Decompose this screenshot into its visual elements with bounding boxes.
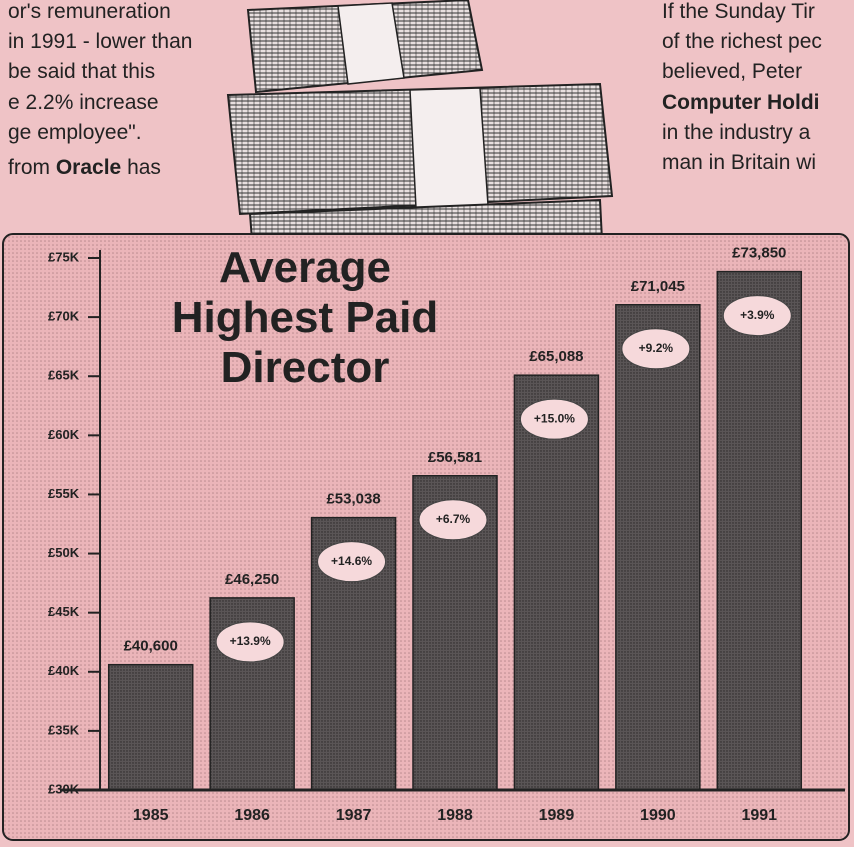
article-line: Computer Holdi [662, 91, 820, 114]
text-segment: has [121, 156, 161, 179]
value-label: £40,600 [124, 638, 178, 655]
article-text: or's remuneration in 1991 - lower than be … [8, 0, 822, 179]
text-segment: from [8, 156, 56, 179]
x-tick-label: 1985 [133, 807, 169, 824]
change-bubble [418, 499, 488, 541]
article-line: ge employee". [8, 121, 142, 144]
bar [615, 304, 701, 791]
x-tick-label: 1987 [336, 807, 372, 824]
bar [716, 270, 803, 791]
y-tick-label: £50K [48, 545, 80, 560]
bar [513, 374, 600, 791]
article-line: be said that this [8, 60, 155, 83]
y-tick-label: £70K [48, 309, 80, 324]
money-illustration [226, 0, 614, 241]
article-line: believed, Peter [662, 60, 802, 83]
change-label: +6.7% [436, 512, 471, 526]
article-line: in the industry a [662, 121, 811, 144]
change-bubble [519, 398, 589, 440]
chart-title: Average [219, 243, 391, 292]
value-label: £53,038 [326, 491, 380, 508]
x-tick-label: 1989 [539, 807, 575, 824]
change-bubble [621, 328, 691, 370]
y-tick-label: £40K [48, 663, 80, 678]
text-segment: Oracle [56, 156, 121, 179]
text-segment: ge employee". [8, 121, 142, 144]
change-bubble [215, 621, 285, 663]
y-tick-label: £35K [48, 722, 80, 737]
text-segment: e 2.2% increase [8, 91, 159, 114]
bar [107, 663, 194, 791]
text-segment: Computer Holdi [662, 91, 820, 114]
article-line: in 1991 - lower than [8, 30, 192, 53]
y-tick-label: £45K [48, 604, 80, 619]
text-segment: in the industry a [662, 121, 811, 144]
text-segment: believed, Peter [662, 60, 802, 83]
article-line: e 2.2% increase [8, 91, 159, 114]
text-segment: or's remuneration [8, 0, 171, 23]
text-segment: be said that this [8, 60, 155, 83]
y-tick-label: £65K [48, 368, 80, 383]
y-tick-label: £75K [48, 249, 80, 264]
article-line: of the richest pec [662, 30, 822, 53]
chart-title: Highest Paid [172, 293, 439, 342]
article-line: If the Sunday Tir [662, 0, 815, 23]
x-tick-label: 1991 [741, 807, 777, 824]
x-tick-label: 1990 [640, 807, 676, 824]
value-label: £71,045 [631, 278, 685, 295]
chart-title: Director [221, 343, 390, 392]
value-label: £73,850 [732, 245, 786, 262]
text-segment: of the richest pec [662, 30, 822, 53]
y-tick-label: £55K [48, 486, 80, 501]
change-label: +14.6% [331, 554, 372, 568]
x-tick-label: 1986 [234, 807, 270, 824]
change-bubble [317, 541, 387, 583]
value-label: £56,581 [428, 449, 482, 466]
article-line: or's remuneration [8, 0, 171, 23]
change-label: +3.9% [740, 308, 775, 322]
article-line: man in Britain wi [662, 151, 816, 174]
text-segment: man in Britain wi [662, 151, 816, 174]
value-label: £46,250 [225, 571, 279, 588]
chart: £30K£35K£40K£45K£50K£55K£60K£65K£70K£75K… [48, 243, 845, 824]
x-tick-label: 1988 [437, 807, 473, 824]
change-label: +15.0% [534, 411, 575, 425]
text-segment: If the Sunday Tir [662, 0, 815, 23]
change-label: +13.9% [230, 634, 271, 648]
y-tick-label: £60K [48, 427, 80, 442]
change-bubble [722, 295, 792, 337]
article-line: from Oracle has [8, 156, 161, 179]
text-segment: in 1991 - lower than [8, 30, 192, 53]
change-label: +9.2% [639, 341, 674, 355]
value-label: £65,088 [529, 348, 583, 365]
